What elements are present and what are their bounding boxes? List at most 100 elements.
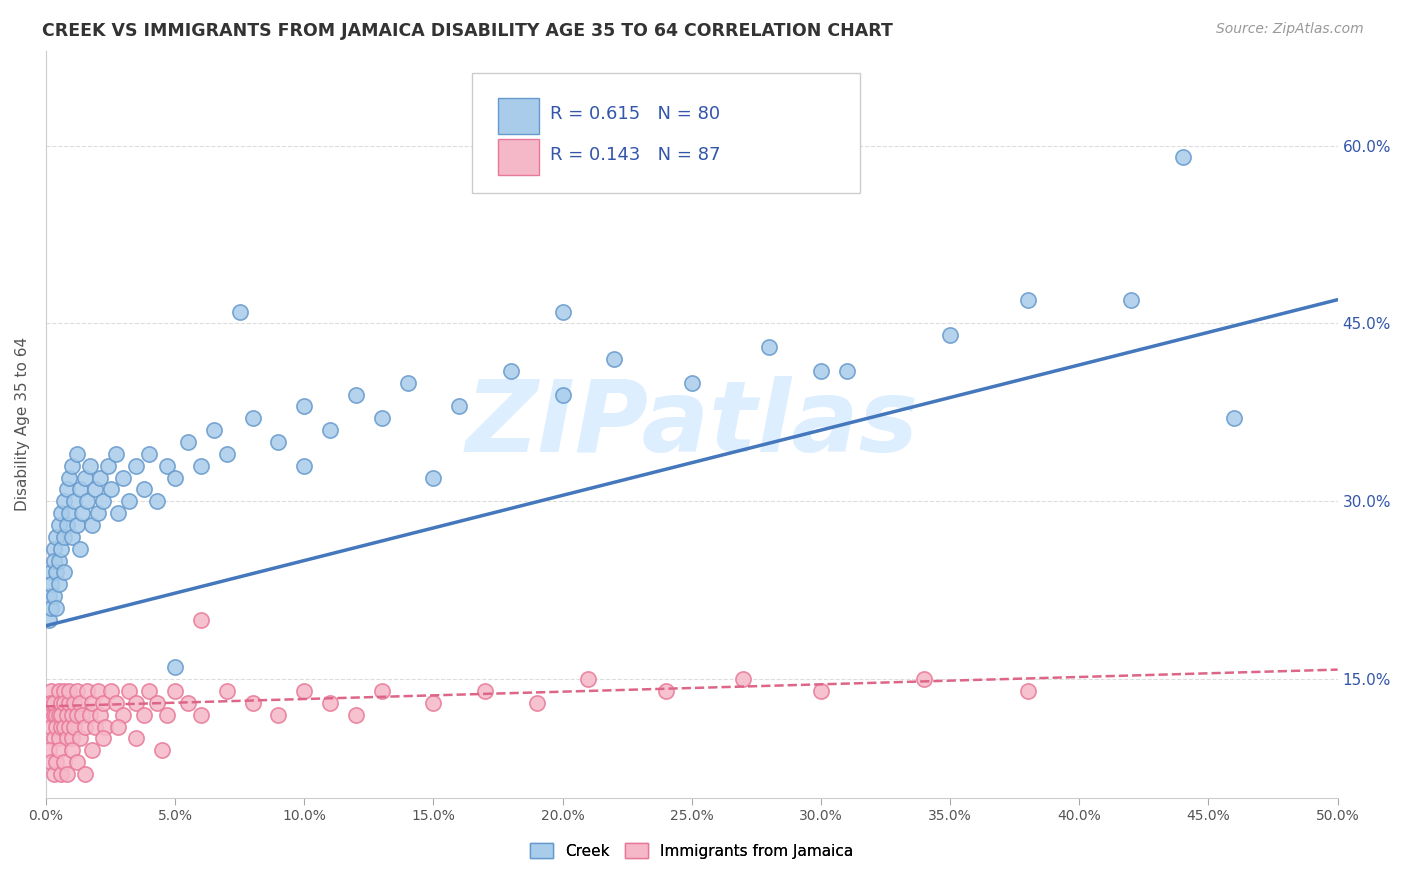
Point (39, 577, 62, 591)
Point (66, 707, 89, 722)
Point (165, 684, 187, 698)
Point (79, 458, 101, 473)
Point (53, 684, 76, 698)
Point (499, 364, 522, 378)
Point (107, 506, 129, 520)
Point (51, 541, 73, 556)
Point (53, 755, 76, 769)
Point (939, 328, 962, 343)
Point (146, 494, 169, 508)
Point (39, 566, 62, 580)
Point (138, 684, 160, 698)
Point (58, 684, 80, 698)
Point (73, 470, 96, 484)
Point (733, 672, 755, 686)
Point (91, 494, 114, 508)
Point (38, 696, 60, 710)
FancyBboxPatch shape (498, 139, 540, 176)
Point (42, 731, 65, 746)
Point (66, 447, 89, 461)
Point (55, 767, 77, 781)
Point (292, 684, 315, 698)
Point (79, 707, 101, 722)
Point (58, 719, 80, 733)
Point (125, 696, 148, 710)
Point (76, 494, 98, 508)
Point (60, 707, 83, 722)
Point (53, 530, 76, 544)
Point (63, 494, 86, 508)
Point (60, 743, 83, 757)
Point (97, 458, 120, 473)
Point (48, 731, 70, 746)
Point (319, 423, 342, 437)
Point (156, 707, 179, 722)
Point (91, 731, 114, 746)
Point (292, 458, 315, 473)
Point (681, 376, 703, 390)
Point (42, 553, 65, 567)
Text: ZIPatlas: ZIPatlas (465, 376, 918, 473)
Point (53, 719, 76, 733)
Point (107, 719, 129, 733)
Point (319, 696, 342, 710)
Point (104, 447, 127, 461)
Point (82, 696, 104, 710)
Point (474, 684, 496, 698)
Point (82, 743, 104, 757)
Point (551, 387, 574, 401)
Point (39, 696, 62, 710)
Point (45, 719, 67, 733)
Point (1017, 293, 1039, 307)
Point (165, 660, 187, 674)
Point (242, 696, 264, 710)
Point (48, 684, 70, 698)
Point (38, 743, 60, 757)
Point (48, 553, 70, 567)
Point (45, 566, 67, 580)
Point (55, 707, 77, 722)
Point (146, 696, 169, 710)
Point (100, 684, 122, 698)
Point (112, 707, 135, 722)
Point (48, 707, 70, 722)
Point (70, 506, 93, 520)
Point (51, 767, 73, 781)
Point (215, 447, 238, 461)
Point (39, 719, 62, 733)
Point (100, 483, 122, 497)
Point (63, 719, 86, 733)
Point (1017, 684, 1039, 698)
Point (655, 684, 678, 698)
Point (39, 684, 62, 698)
Point (69, 541, 91, 556)
Point (86, 506, 108, 520)
Point (60, 731, 83, 746)
Legend: Creek, Immigrants from Jamaica: Creek, Immigrants from Jamaica (524, 837, 859, 864)
Point (42, 707, 65, 722)
Point (526, 696, 548, 710)
Text: CREEK VS IMMIGRANTS FROM JAMAICA DISABILITY AGE 35 TO 64 CORRELATION CHART: CREEK VS IMMIGRANTS FROM JAMAICA DISABIL… (42, 22, 893, 40)
Point (112, 470, 135, 484)
Point (51, 707, 73, 722)
Point (117, 494, 139, 508)
Point (165, 470, 187, 484)
Point (42, 767, 65, 781)
Point (66, 755, 89, 769)
Point (117, 684, 139, 698)
Point (42, 541, 65, 556)
Point (39, 601, 62, 615)
Point (104, 696, 127, 710)
Point (42, 589, 65, 603)
Point (267, 707, 290, 722)
Point (578, 672, 600, 686)
Point (1223, 411, 1246, 425)
Point (60, 530, 83, 544)
Point (551, 304, 574, 318)
Point (125, 458, 148, 473)
Point (48, 518, 70, 533)
Text: Source: ZipAtlas.com: Source: ZipAtlas.com (1216, 22, 1364, 37)
Point (422, 470, 444, 484)
Point (449, 400, 471, 414)
Point (60, 458, 83, 473)
